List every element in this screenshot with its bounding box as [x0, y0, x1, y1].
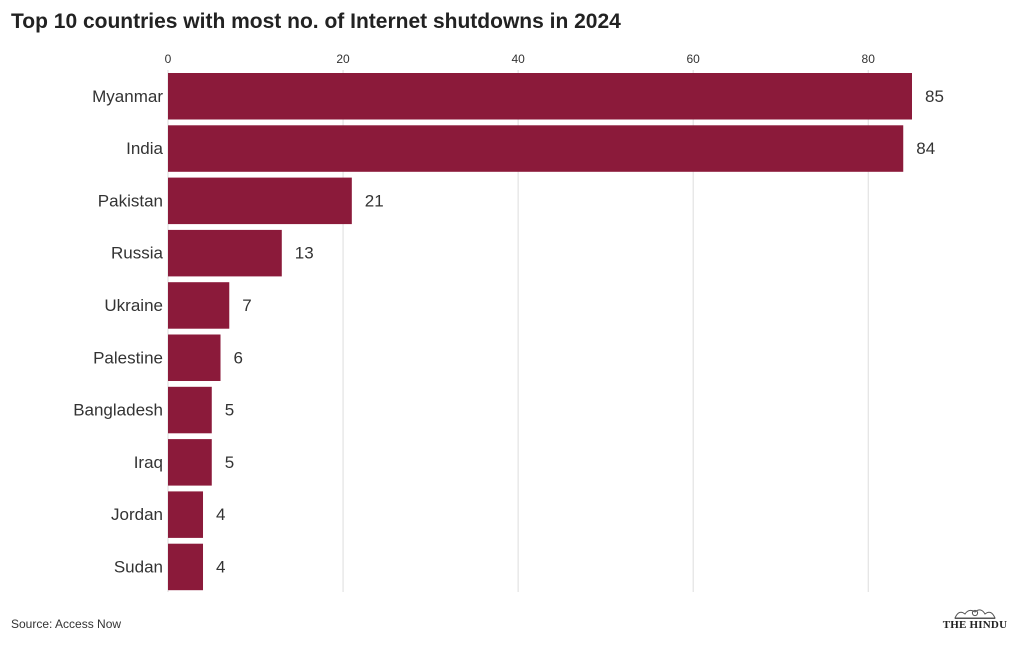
emblem-icon [954, 609, 996, 619]
category-label: Iraq [134, 453, 163, 472]
bar [168, 543, 204, 591]
value-label: 4 [216, 505, 225, 524]
value-label: 85 [925, 87, 944, 106]
category-labels: Myanmar India Pakistan Russia Ukraine Palesti… [73, 87, 163, 577]
bar [168, 177, 352, 225]
chart-title: Top 10 countries with most no. of Intern… [11, 10, 621, 33]
category-label: Jordan [111, 505, 163, 524]
bar [168, 491, 204, 538]
value-label: 13 [295, 244, 314, 263]
category-label: Bangladesh [73, 401, 163, 420]
x-tick-label: 60 [686, 52, 700, 66]
bars [168, 73, 912, 591]
category-label: Myanmar [92, 87, 163, 106]
value-label: 21 [365, 191, 384, 210]
x-tick-label: 80 [862, 52, 876, 66]
value-labels: 85 84 21 13 7 6 5 5 4 4 [216, 87, 944, 577]
logo-text: THE HINDU [942, 619, 1008, 631]
x-tick-label: 20 [336, 52, 350, 66]
bar [168, 125, 904, 172]
category-label: Ukraine [104, 296, 163, 315]
x-tick-label: 0 [165, 52, 172, 66]
x-axis-ticks: 0 20 40 60 80 [165, 52, 876, 66]
bar [168, 229, 282, 277]
x-tick-label: 40 [511, 52, 525, 66]
category-label: Sudan [114, 557, 163, 576]
value-label: 5 [225, 401, 234, 420]
category-label: India [126, 139, 163, 158]
publisher-logo: THE HINDU [942, 606, 1008, 636]
value-label: 84 [916, 139, 935, 158]
source-note: Source: Access Now [11, 617, 122, 631]
category-label: Russia [111, 244, 164, 263]
bar [168, 282, 230, 329]
bar [168, 73, 912, 120]
bar [168, 439, 212, 486]
value-label: 5 [225, 453, 234, 472]
value-label: 7 [242, 296, 251, 315]
value-label: 6 [234, 348, 243, 367]
value-label: 4 [216, 557, 225, 576]
bar [168, 386, 212, 434]
category-label: Pakistan [98, 191, 163, 210]
bar [168, 334, 221, 381]
category-label: Palestine [93, 348, 163, 367]
